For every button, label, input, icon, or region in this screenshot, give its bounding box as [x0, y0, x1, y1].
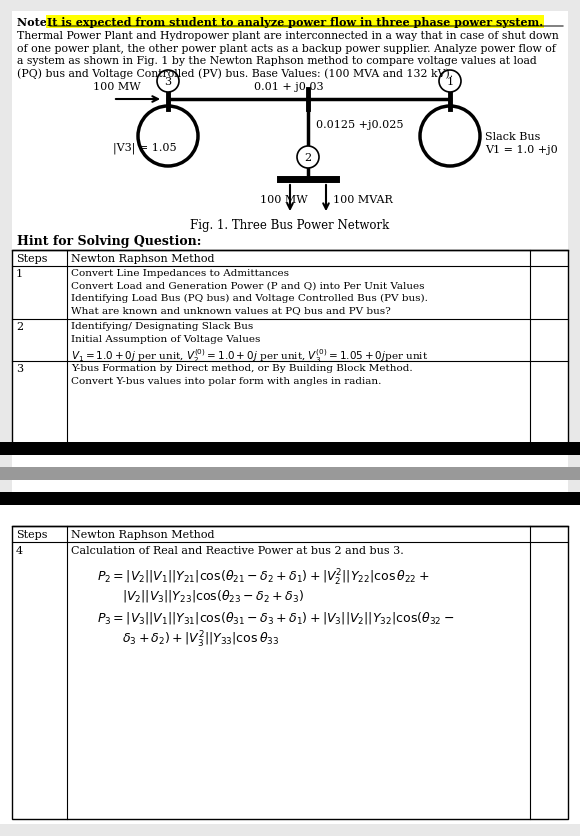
- Text: $\delta_3 + \delta_2) + |V_3^2||Y_{33}|\cos\theta_{33}$: $\delta_3 + \delta_2) + |V_3^2||Y_{33}|\…: [122, 630, 279, 650]
- Text: $P_3 = |V_3||V_1||Y_{31}|\cos(\theta_{31} - \delta_3 + \delta_1) + |V_3||V_2||Y_: $P_3 = |V_3||V_1||Y_{31}|\cos(\theta_{31…: [97, 609, 454, 625]
- Text: Hint for Solving Question:: Hint for Solving Question:: [17, 235, 201, 247]
- Text: $V_1 = 1.0 + 0j$ per unit, $V_2^{(0)} = 1.0 + 0j$ per unit, $V_3^{(0)} = 1.05 + : $V_1 = 1.0 + 0j$ per unit, $V_2^{(0)} = …: [71, 347, 429, 364]
- Text: $|V_2||V_3||Y_{23}|\cos(\theta_{23} - \delta_2 + \delta_3)$: $|V_2||V_3||Y_{23}|\cos(\theta_{23} - \d…: [122, 588, 304, 604]
- Text: $P_2 = |V_2||V_1||Y_{21}|\cos(\theta_{21} - \delta_2 + \delta_1) + |V_2^2||Y_{22: $P_2 = |V_2||V_1||Y_{21}|\cos(\theta_{21…: [97, 568, 429, 588]
- Text: V1 = 1.0 +j0: V1 = 1.0 +j0: [485, 145, 558, 155]
- Text: Slack Bus: Slack Bus: [485, 132, 541, 142]
- Text: Convert Y-bus values into polar form with angles in radian.: Convert Y-bus values into polar form wit…: [71, 376, 382, 385]
- Text: 3: 3: [16, 364, 23, 374]
- Text: Steps: Steps: [16, 253, 48, 263]
- Text: Initial Assumption of Voltage Values: Initial Assumption of Voltage Values: [71, 334, 260, 343]
- Text: |V3| = 1.05: |V3| = 1.05: [113, 142, 177, 153]
- Text: 100 MVAR: 100 MVAR: [333, 195, 393, 205]
- Text: Identifying Load Bus (PQ bus) and Voltage Controlled Bus (PV bus).: Identifying Load Bus (PQ bus) and Voltag…: [71, 293, 428, 303]
- Bar: [12, 527, 568, 819]
- Text: What are known and unknown values at PQ bus and PV bus?: What are known and unknown values at PQ …: [71, 306, 391, 315]
- Text: 2: 2: [304, 153, 311, 163]
- Bar: [0, 492, 580, 506]
- Bar: [0, 467, 580, 481]
- Text: 1: 1: [16, 268, 23, 278]
- Text: 1: 1: [447, 77, 454, 87]
- Text: a system as shown in Fig. 1 by the Newton Raphson method to compare voltage valu: a system as shown in Fig. 1 by the Newto…: [17, 56, 537, 66]
- Bar: [0, 506, 580, 824]
- Text: Newton Raphson Method: Newton Raphson Method: [71, 529, 215, 539]
- Text: 100 MW: 100 MW: [93, 82, 140, 92]
- Text: Note:: Note:: [17, 17, 55, 28]
- Text: 4: 4: [16, 545, 23, 555]
- Text: Convert Line Impedances to Admittances: Convert Line Impedances to Admittances: [71, 268, 289, 278]
- Text: 3: 3: [165, 77, 172, 87]
- Text: Y-bus Formation by Direct method, or By Building Block Method.: Y-bus Formation by Direct method, or By …: [71, 364, 412, 373]
- Text: Thermal Power Plant and Hydropower plant are interconnected in a way that in cas: Thermal Power Plant and Hydropower plant…: [17, 31, 559, 41]
- Text: Identifying/ Designating Slack Bus: Identifying/ Designating Slack Bus: [71, 322, 253, 330]
- Text: Newton Raphson Method: Newton Raphson Method: [71, 253, 215, 263]
- Text: Convert Load and Generation Power (P and Q) into Per Unit Values: Convert Load and Generation Power (P and…: [71, 281, 425, 290]
- Text: 100 MW: 100 MW: [260, 195, 307, 205]
- Text: 2: 2: [16, 322, 23, 332]
- Text: (PQ) bus and Voltage Controlled (PV) bus. Base Values: (100 MVA and 132 kV).: (PQ) bus and Voltage Controlled (PV) bus…: [17, 69, 453, 79]
- Text: Steps: Steps: [16, 529, 48, 539]
- Text: 0.01 + j0.03: 0.01 + j0.03: [254, 82, 324, 92]
- Bar: [0, 442, 580, 456]
- Text: Calculation of Real and Reactive Power at bus 2 and bus 3.: Calculation of Real and Reactive Power a…: [71, 545, 404, 555]
- Text: Fig. 1. Three Bus Power Network: Fig. 1. Three Bus Power Network: [190, 219, 390, 232]
- Text: of one power plant, the other power plant acts as a backup power supplier. Analy: of one power plant, the other power plan…: [17, 43, 556, 54]
- Text: 0.0125 +j0.025: 0.0125 +j0.025: [316, 120, 404, 130]
- Circle shape: [297, 147, 319, 169]
- Text: It is expected from student to analyze power flow in three phase power system.: It is expected from student to analyze p…: [47, 17, 543, 28]
- Circle shape: [439, 71, 461, 93]
- Circle shape: [157, 71, 179, 93]
- Bar: [12, 251, 568, 446]
